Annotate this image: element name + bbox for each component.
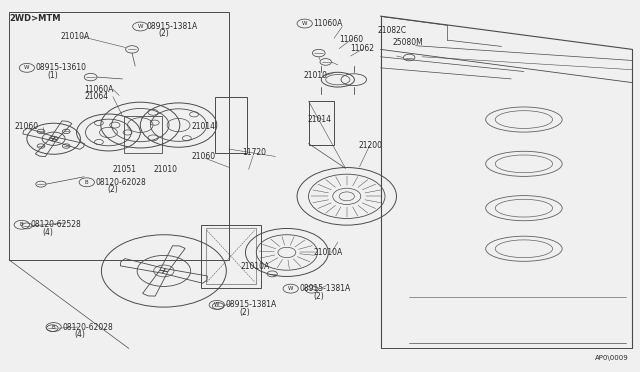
Text: 25080M: 25080M — [393, 38, 424, 46]
Text: 11060A: 11060A — [314, 19, 343, 28]
Text: 21014: 21014 — [191, 122, 215, 131]
Text: 21200: 21200 — [358, 141, 382, 150]
Text: AP0\0009: AP0\0009 — [595, 355, 629, 361]
Text: 21064: 21064 — [84, 92, 108, 101]
Text: 21010A: 21010A — [314, 248, 343, 257]
Text: W: W — [288, 286, 293, 291]
Text: B: B — [20, 222, 24, 227]
Text: 11060: 11060 — [339, 35, 364, 44]
Text: 08120-62028: 08120-62028 — [96, 178, 147, 187]
Text: (1): (1) — [47, 71, 58, 80]
Text: 11062: 11062 — [351, 44, 374, 53]
Bar — [9, 13, 229, 260]
Text: (2): (2) — [314, 292, 324, 301]
Text: 08915-13610: 08915-13610 — [36, 63, 87, 72]
Text: 21010A: 21010A — [241, 262, 269, 271]
Text: 11720: 11720 — [243, 148, 266, 157]
Text: W: W — [214, 302, 220, 307]
Text: W: W — [24, 65, 29, 70]
Text: 08120-62528: 08120-62528 — [31, 220, 81, 229]
Text: 08915-1381A: 08915-1381A — [300, 284, 351, 293]
Text: 21010: 21010 — [153, 165, 177, 174]
Text: 11060A: 11060A — [84, 85, 114, 94]
Text: 21051: 21051 — [112, 165, 136, 174]
Text: W: W — [138, 24, 143, 29]
Text: 21060: 21060 — [191, 152, 216, 161]
Text: 08915-1381A: 08915-1381A — [226, 300, 277, 310]
Text: B: B — [85, 180, 88, 185]
Text: (2): (2) — [158, 29, 169, 38]
Text: B: B — [52, 324, 56, 330]
Text: 08915-1381A: 08915-1381A — [147, 22, 198, 31]
Text: (4): (4) — [74, 330, 85, 339]
Text: 21014: 21014 — [307, 115, 332, 124]
Text: 21082C: 21082C — [378, 26, 406, 35]
Text: (4): (4) — [42, 228, 53, 237]
Text: 08120-62028: 08120-62028 — [63, 323, 113, 331]
Text: 2WD>MTM: 2WD>MTM — [9, 13, 61, 22]
Text: (2): (2) — [107, 185, 118, 194]
Text: (2): (2) — [239, 308, 250, 317]
Text: 21010: 21010 — [303, 71, 328, 80]
Text: 21060: 21060 — [14, 122, 38, 131]
Text: 21010A: 21010A — [61, 32, 90, 41]
Text: W: W — [302, 21, 307, 26]
